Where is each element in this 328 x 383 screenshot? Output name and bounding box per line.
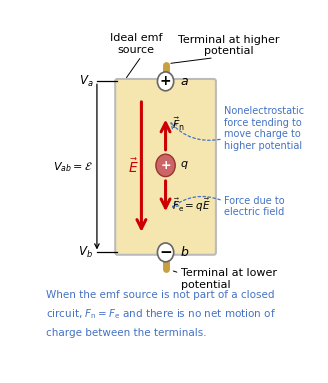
Text: Force due to
electric field: Force due to electric field <box>224 196 285 218</box>
Text: $V_{ab} = \mathcal{E}$: $V_{ab} = \mathcal{E}$ <box>53 160 93 174</box>
Text: Terminal at higher
potential: Terminal at higher potential <box>178 35 280 56</box>
Text: Ideal emf
source: Ideal emf source <box>110 33 163 55</box>
Circle shape <box>156 154 175 177</box>
Text: $a$: $a$ <box>180 75 189 88</box>
Text: $q$: $q$ <box>180 159 189 172</box>
Text: Terminal at lower
potential: Terminal at lower potential <box>181 268 277 290</box>
Circle shape <box>157 72 174 91</box>
Text: $\vec{F}_{\rm e} = q\vec{E}$: $\vec{F}_{\rm e} = q\vec{E}$ <box>172 196 211 214</box>
Text: $\vec{F}_{\rm n}$: $\vec{F}_{\rm n}$ <box>172 115 185 133</box>
Text: Nonelectrostatic
force tending to
move charge to
higher potential: Nonelectrostatic force tending to move c… <box>224 106 304 151</box>
Text: $b$: $b$ <box>180 246 189 259</box>
Text: charge between the terminals.: charge between the terminals. <box>46 329 207 339</box>
Text: −: − <box>159 245 172 260</box>
Text: $V_a$: $V_a$ <box>79 74 93 89</box>
Circle shape <box>157 243 174 262</box>
Text: +: + <box>160 74 171 88</box>
FancyBboxPatch shape <box>115 79 216 255</box>
Text: $V_b$: $V_b$ <box>78 245 93 260</box>
Text: When the emf source is not part of a closed: When the emf source is not part of a clo… <box>46 290 275 300</box>
Text: circuit, $F_{\rm n} = F_{\rm e}$ and there is no net motion of: circuit, $F_{\rm n} = F_{\rm e}$ and the… <box>46 308 276 321</box>
Text: +: + <box>160 159 171 172</box>
Text: $\vec{E}$: $\vec{E}$ <box>128 157 139 176</box>
